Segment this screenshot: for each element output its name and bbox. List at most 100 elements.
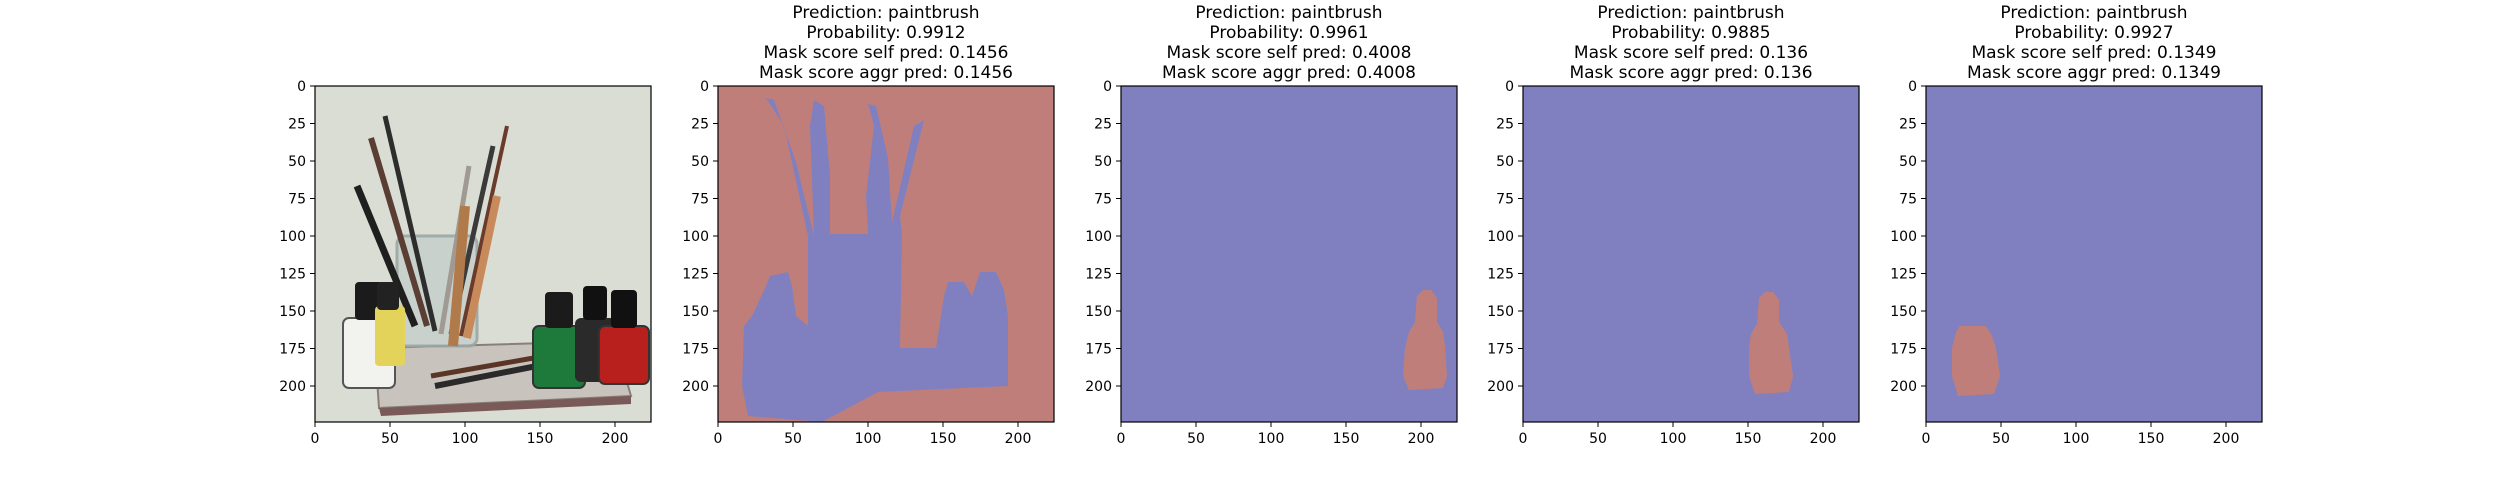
mask-image [1121, 86, 1457, 422]
x-tick-label: 100 [1258, 431, 1285, 447]
photo-brush [459, 125, 509, 337]
panel-ticks: 0 50 100 150 200 0 25 50 75 100 125 150 175 200 [1890, 79, 2239, 447]
y-tick-label: 100 [1487, 229, 1514, 245]
y-tick-label: 125 [682, 267, 709, 283]
photo-image [315, 86, 651, 422]
panel-title-line: Prediction: paintbrush [2000, 3, 2187, 23]
panel-title-line: Mask score self pred: 0.1349 [1972, 43, 2217, 63]
y-tick-label: 200 [1487, 379, 1514, 395]
panel-title-line: Mask score aggr pred: 0.4008 [1162, 63, 1416, 83]
x-tick-label: 200 [602, 431, 629, 447]
y-tick-label: 0 [1505, 79, 1514, 95]
y-tick-label: 150 [279, 304, 306, 320]
axes-frame [1522, 85, 1860, 423]
x-tick-label: 100 [2063, 431, 2090, 447]
x-tick-label: 200 [1810, 431, 1837, 447]
y-tick-label: 100 [279, 229, 306, 245]
x-tick-label: 200 [1408, 431, 1435, 447]
y-tick-label: 125 [1890, 267, 1917, 283]
photo-bottle [375, 306, 405, 366]
x-tick-label: 50 [1187, 431, 1205, 447]
photo-bottle [598, 325, 650, 385]
y-tick-label: 100 [682, 229, 709, 245]
y-tick-label: 25 [1094, 117, 1112, 133]
x-tick-label: 150 [930, 431, 957, 447]
x-tick-label: 0 [1117, 431, 1126, 447]
photo-bottle-cap [377, 282, 399, 310]
mask-image [1523, 86, 1859, 422]
x-tick-label: 50 [381, 431, 399, 447]
axes-frame [1120, 85, 1458, 423]
y-tick-label: 0 [1103, 79, 1112, 95]
photo-brush [368, 137, 430, 327]
panel-title-line: Mask score aggr pred: 0.1349 [1967, 63, 2221, 83]
y-tick-label: 175 [1890, 342, 1917, 358]
x-tick-label: 0 [714, 431, 723, 447]
panel-ticks: 0 50 100 150 200 0 25 50 75 100 125 150 175 200 [279, 79, 628, 447]
y-tick-label: 125 [279, 267, 306, 283]
y-tick-label: 175 [1487, 342, 1514, 358]
y-tick-label: 125 [1487, 267, 1514, 283]
panel-title-line: Mask score self pred: 0.136 [1574, 43, 1808, 63]
panel-title-line: Prediction: paintbrush [792, 3, 979, 23]
y-tick-label: 0 [700, 79, 709, 95]
mask-image [1926, 86, 2262, 422]
y-tick-label: 125 [1085, 267, 1112, 283]
x-tick-label: 100 [855, 431, 882, 447]
photo-brush [463, 195, 501, 339]
x-tick-label: 50 [1992, 431, 2010, 447]
x-tick-label: 100 [1660, 431, 1687, 447]
y-tick-label: 175 [1085, 342, 1112, 358]
panel-title-line: Prediction: paintbrush [1597, 3, 1784, 23]
y-tick-label: 75 [1496, 192, 1514, 208]
x-tick-label: 200 [2213, 431, 2240, 447]
panel-title-line: Probability: 0.9961 [1209, 23, 1368, 43]
y-tick-label: 75 [288, 192, 306, 208]
y-tick-label: 50 [1094, 154, 1112, 170]
photo-bottle-cap [545, 292, 573, 328]
mask-image [718, 86, 1054, 422]
y-tick-label: 175 [682, 342, 709, 358]
y-tick-label: 100 [1890, 229, 1917, 245]
panel-ticks: 0 50 100 150 200 0 25 50 75 100 125 150 175 200 [1085, 79, 1434, 447]
y-tick-label: 25 [1496, 117, 1514, 133]
y-tick-label: 100 [1085, 229, 1112, 245]
panel-title-line: Mask score aggr pred: 0.136 [1569, 63, 1812, 83]
panel-title-line: Prediction: paintbrush [1195, 3, 1382, 23]
y-tick-label: 150 [1085, 304, 1112, 320]
y-tick-label: 50 [1496, 154, 1514, 170]
axes-frame [717, 85, 1055, 423]
photo-bottle-cap [611, 290, 637, 328]
x-tick-label: 0 [311, 431, 320, 447]
photo-brush-lying [434, 361, 548, 389]
x-tick-label: 150 [1735, 431, 1762, 447]
x-tick-label: 150 [2138, 431, 2165, 447]
panel-title-line: Mask score self pred: 0.1456 [764, 43, 1009, 63]
panel-title-line: Probability: 0.9912 [806, 23, 965, 43]
x-tick-label: 150 [1333, 431, 1360, 447]
axes-frame [1925, 85, 2263, 423]
y-tick-label: 75 [1899, 192, 1917, 208]
panel-title-line: Mask score self pred: 0.4008 [1167, 43, 1412, 63]
y-tick-label: 25 [1899, 117, 1917, 133]
photo-brush-lying [430, 353, 546, 379]
panel-title-line: Probability: 0.9927 [2014, 23, 2173, 43]
x-tick-label: 150 [527, 431, 554, 447]
x-tick-label: 0 [1922, 431, 1931, 447]
mask-region [742, 98, 1008, 422]
y-tick-label: 150 [682, 304, 709, 320]
photo-brush [353, 184, 419, 328]
y-tick-label: 50 [288, 154, 306, 170]
x-tick-label: 0 [1519, 431, 1528, 447]
y-tick-label: 200 [1890, 379, 1917, 395]
mask-region [1403, 290, 1447, 390]
panel-title-line: Probability: 0.9885 [1611, 23, 1770, 43]
y-tick-label: 50 [1899, 154, 1917, 170]
